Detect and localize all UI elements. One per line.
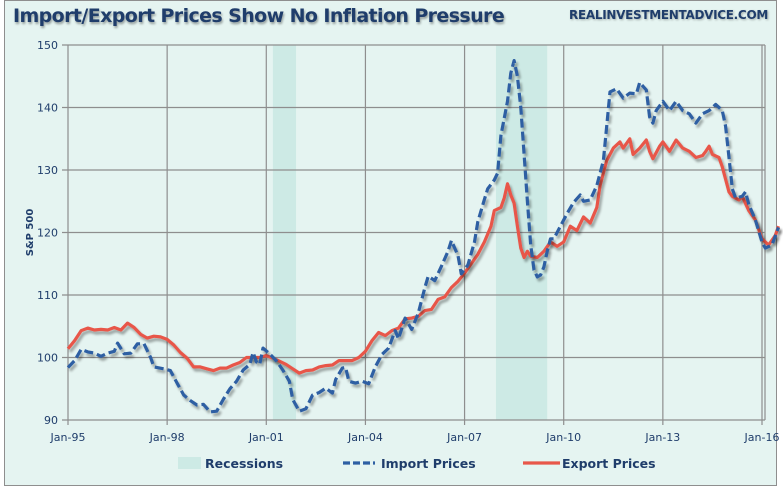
x-tick-label: Jan-10: [545, 431, 581, 444]
y-tick-label: 150: [37, 39, 58, 52]
x-tick-label: Jan-98: [149, 431, 185, 444]
x-tick-label: Jan-16: [744, 431, 780, 444]
x-tick-label: Jan-01: [248, 431, 284, 444]
legend-recessions-label: Recessions: [205, 456, 283, 471]
legend-import-label: Import Prices: [381, 456, 476, 471]
y-tick-label: 100: [37, 352, 58, 365]
x-tick-label: Jan-07: [446, 431, 482, 444]
y-tick-label: 90: [44, 414, 58, 427]
legend-recessions-swatch: [178, 457, 201, 469]
x-tick-label: Jan-13: [644, 431, 680, 444]
series-import-prices: [66, 59, 780, 414]
series-export-prices: [66, 137, 781, 375]
x-tick-label: Jan-04: [347, 431, 383, 444]
x-tick-label: Jan-95: [50, 431, 86, 444]
y-tick-label: 110: [37, 289, 58, 302]
y-tick-label: 140: [37, 102, 58, 115]
y-axis-label: S&P 500: [25, 209, 36, 257]
legend-export-label: Export Prices: [562, 456, 656, 471]
y-tick-label: 130: [37, 164, 58, 177]
chart-title: Import/Export Prices Show No Inflation P…: [13, 5, 505, 27]
chart-frame: Import/Export Prices Show No Inflation P…: [4, 0, 777, 486]
site-watermark: REALINVESTMENTADVICE.COM: [569, 8, 768, 22]
y-tick-label: 120: [37, 227, 58, 240]
